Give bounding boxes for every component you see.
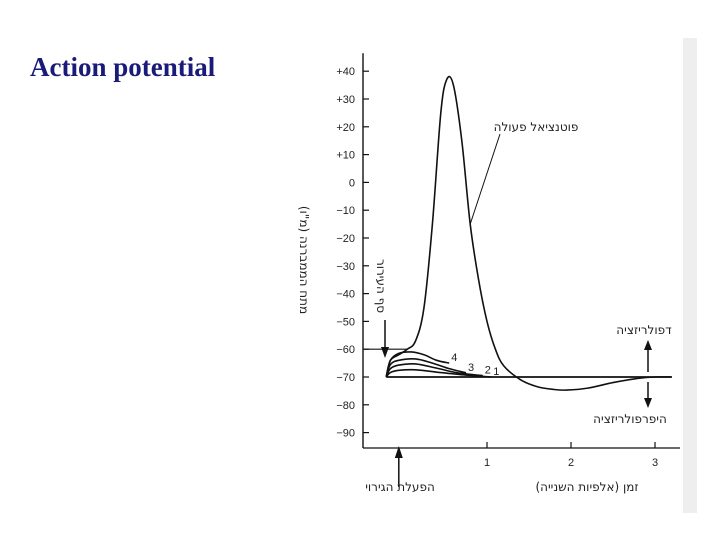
subthreshold-curve	[385, 362, 483, 378]
hyperpolarization-arrowhead	[644, 398, 652, 408]
x-axis-label: זמן (אלפיות השנייה)	[535, 480, 638, 494]
series-label: 3	[468, 362, 474, 374]
y-tick-label: 0	[349, 177, 355, 189]
y-tick-label: +30	[336, 94, 355, 106]
y-tick-label: +40	[336, 66, 355, 78]
y-tick-label: −80	[336, 400, 355, 412]
x-tick-label: 2	[568, 457, 574, 469]
action-potential-curve	[385, 75, 672, 391]
stimulus-arrowhead	[394, 446, 403, 458]
y-tick-label: −70	[336, 372, 355, 384]
y-axis-ticks: +40 +30 +20 +10 0 −10 −20 −30 −40 −50 −60 −70 −80 −90	[336, 66, 369, 440]
subthreshold-curve	[385, 368, 492, 378]
scan-edge-shadow	[683, 38, 697, 513]
y-tick-label: −30	[336, 261, 355, 273]
y-axis-label: מתח הממברנה (מ"ו)	[297, 206, 311, 314]
y-tick-label: −10	[336, 205, 355, 217]
curves: 43 2 1	[385, 75, 672, 391]
annotation-threshold: סף העירור	[374, 259, 388, 313]
y-tick-label: −60	[336, 344, 355, 356]
annotation-action-potential: פוטנציאל פעולה	[494, 120, 579, 134]
annotation-depolarization: דפולריזציה	[616, 323, 672, 337]
series-label: 1	[493, 366, 499, 378]
threshold-arrowhead	[381, 347, 389, 358]
y-tick-label: +20	[336, 122, 355, 134]
x-tick-label: 3	[652, 457, 658, 469]
depolarization-arrowhead	[644, 340, 652, 350]
annotation-stimulus: הפעלת הגירוי	[365, 480, 435, 494]
y-tick-label: −50	[336, 316, 355, 328]
subthreshold-curve	[385, 358, 467, 378]
annotation-hyperpolarization: היפרפולריזציה	[593, 412, 667, 426]
y-tick-label: −20	[336, 233, 355, 245]
y-tick-label: −90	[336, 428, 355, 440]
series-label: 4	[451, 352, 457, 364]
y-tick-label: −40	[336, 289, 355, 301]
subthreshold-curve	[385, 351, 450, 378]
action-potential-leader	[469, 133, 501, 225]
slide-title: Action potential	[30, 52, 216, 82]
series-label: 2	[485, 365, 491, 377]
y-tick-label: +10	[336, 150, 355, 162]
x-axis-ticks: 1 2 3	[484, 442, 658, 469]
x-tick-label: 1	[484, 457, 490, 469]
annotations	[381, 133, 652, 487]
